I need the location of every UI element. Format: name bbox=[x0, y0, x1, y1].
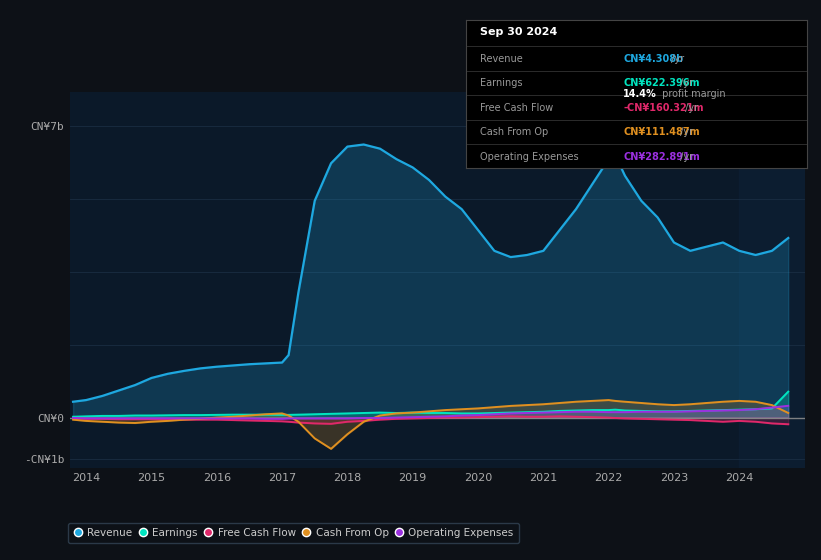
Bar bbox=[739, 92, 805, 468]
Text: Earnings: Earnings bbox=[480, 78, 522, 88]
Text: Revenue: Revenue bbox=[480, 54, 523, 64]
Text: 14.4%: 14.4% bbox=[623, 89, 657, 99]
Text: Free Cash Flow: Free Cash Flow bbox=[480, 103, 553, 113]
Legend: Revenue, Earnings, Free Cash Flow, Cash From Op, Operating Expenses: Revenue, Earnings, Free Cash Flow, Cash … bbox=[67, 522, 519, 543]
Text: CN¥111.487m: CN¥111.487m bbox=[623, 127, 699, 137]
Text: CN¥622.396m: CN¥622.396m bbox=[623, 78, 699, 88]
Text: /yr: /yr bbox=[677, 127, 694, 137]
Text: /yr: /yr bbox=[677, 152, 694, 162]
Text: -CN¥160.321m: -CN¥160.321m bbox=[623, 103, 704, 113]
Text: /yr: /yr bbox=[677, 78, 694, 88]
Text: Operating Expenses: Operating Expenses bbox=[480, 152, 579, 162]
Text: Cash From Op: Cash From Op bbox=[480, 127, 548, 137]
Text: Sep 30 2024: Sep 30 2024 bbox=[480, 27, 557, 37]
Text: /yr: /yr bbox=[682, 103, 698, 113]
Text: CN¥4.308b: CN¥4.308b bbox=[623, 54, 683, 64]
Text: CN¥282.891m: CN¥282.891m bbox=[623, 152, 699, 162]
Text: /yr: /yr bbox=[667, 54, 684, 64]
Text: profit margin: profit margin bbox=[658, 89, 726, 99]
